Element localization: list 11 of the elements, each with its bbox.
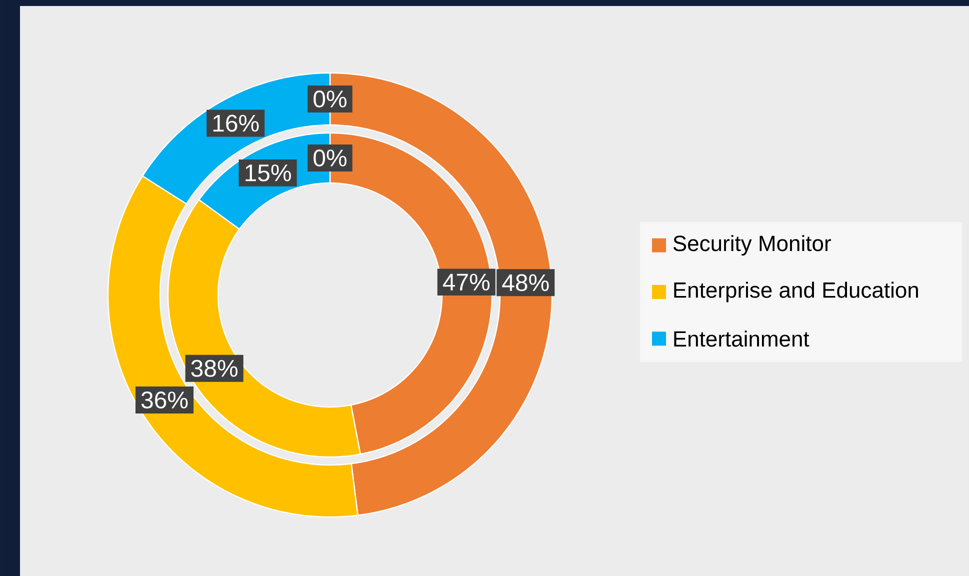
data-label: 48% bbox=[502, 274, 549, 292]
legend-label: Entertainment bbox=[674, 330, 810, 347]
legend-label: Enterprise and Education bbox=[674, 282, 918, 302]
data-label: 36% bbox=[141, 392, 188, 408]
legend-label: Security Monitor bbox=[673, 235, 831, 256]
text: 0% bbox=[314, 149, 346, 166]
data-label: 38% bbox=[191, 360, 238, 377]
text: 0% bbox=[314, 90, 346, 108]
data-label: 16% bbox=[213, 114, 259, 132]
data-label: 47% bbox=[442, 274, 490, 290]
data-label: 15% bbox=[246, 164, 291, 182]
